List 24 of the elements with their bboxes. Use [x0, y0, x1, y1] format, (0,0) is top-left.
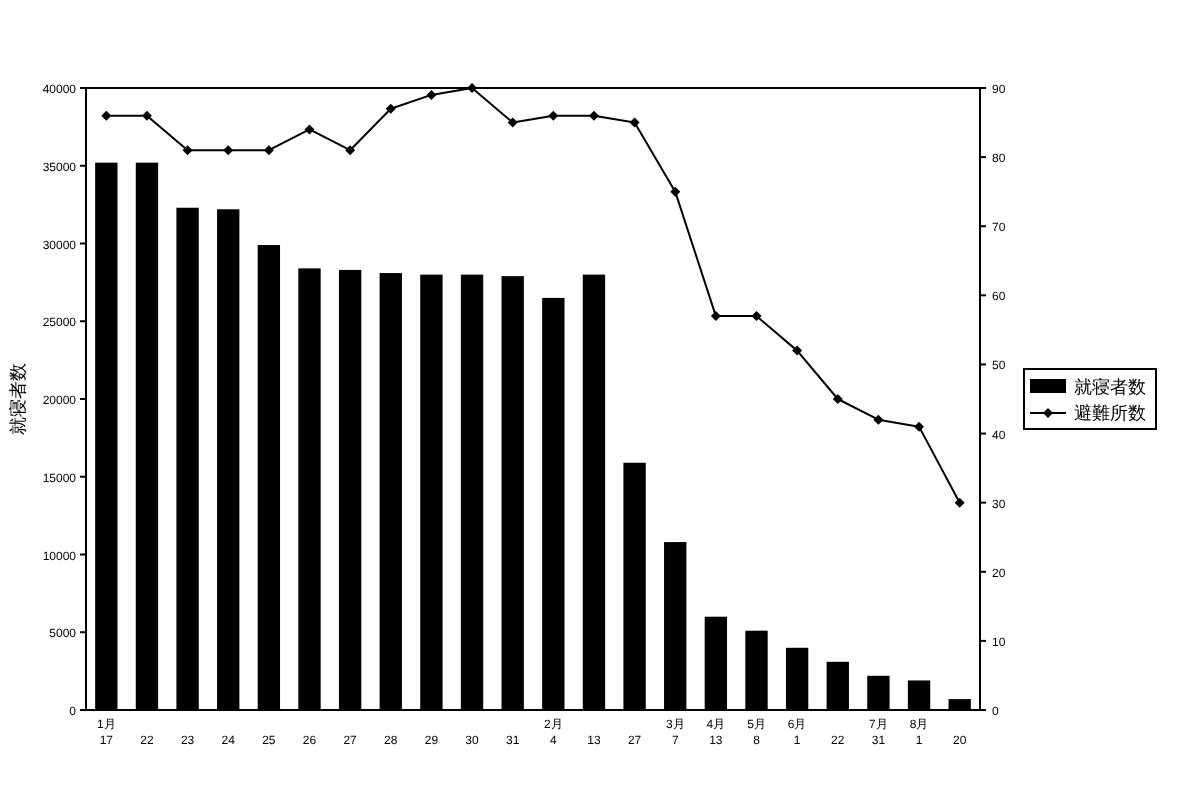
point [223, 145, 234, 156]
point [670, 186, 681, 197]
point [345, 145, 356, 156]
point [873, 414, 884, 425]
point [914, 421, 925, 432]
point [548, 110, 559, 121]
y-axis-title: 就寝者数 [8, 363, 28, 435]
point [710, 311, 721, 322]
point [832, 394, 843, 404]
point [385, 103, 396, 114]
legend-label: 避難所数 [1074, 403, 1146, 423]
point [588, 110, 599, 121]
point [182, 145, 193, 156]
point [141, 110, 152, 121]
legend-label: 就寝者数 [1074, 377, 1146, 397]
point [792, 345, 803, 356]
point [101, 110, 112, 121]
point [426, 89, 437, 100]
point [263, 145, 274, 156]
point [304, 124, 315, 135]
point [954, 497, 965, 508]
point [751, 311, 762, 322]
point [507, 117, 518, 128]
point [629, 117, 640, 128]
